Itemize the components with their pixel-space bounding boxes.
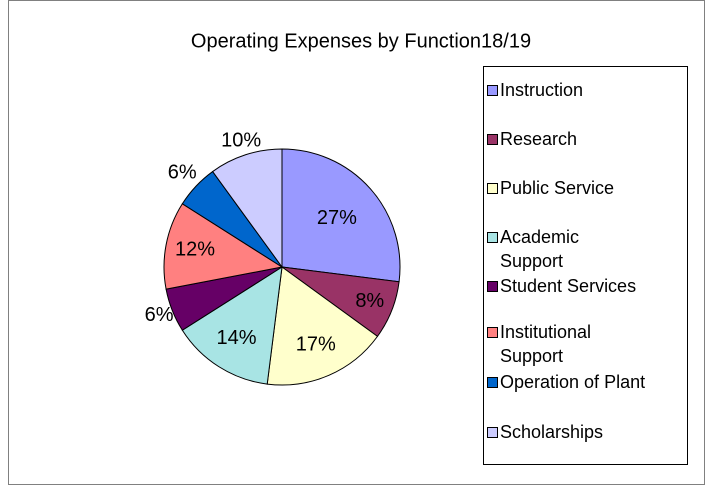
chart-title: Operating Expenses by Function18/19 [191,30,531,52]
legend-label: Institutional Support [500,322,592,366]
legend-swatch [487,377,498,388]
legend-entry: Student Services [487,274,677,298]
legend-label: Instruction [500,80,584,100]
legend-label: Student Services [500,276,637,296]
legend-entry: Instruction [487,78,677,102]
pie-slice [163,203,284,290]
slice-label: 12% [175,239,215,261]
legend-label: Academic Support [500,227,580,271]
pie-slice [281,148,401,283]
legend-swatch [487,232,498,243]
legend-entry: Public Service [487,176,677,200]
pie-slice [181,266,283,385]
legend-swatch [487,85,498,96]
slice-label: 14% [216,327,256,349]
legend-swatch [487,134,498,145]
legend-entry: Scholarships [487,420,677,444]
slice-label: 10% [221,130,261,152]
legend-entry: Operation of Plant [487,370,687,394]
pie-slice [211,148,283,269]
legend-label: Public Service [500,178,615,198]
slice-label: 17% [296,333,336,355]
legend-label: Research [500,129,578,149]
legend-swatch [487,327,498,338]
slice-label: 8% [355,290,384,312]
legend-entry: Institutional Support [487,320,617,368]
legend-box [483,66,688,465]
legend-entry: Research [487,127,677,151]
legend-swatch [487,281,498,292]
slice-label: 6% [168,162,197,184]
legend-label: Operation of Plant [500,372,646,392]
pie-slice [266,266,379,386]
legend-label: Scholarships [500,422,604,442]
legend-swatch [487,427,498,438]
legend-entry: Academic Support [487,225,617,273]
legend-swatch [487,183,498,194]
slice-label: 6% [145,304,174,326]
slice-label: 27% [317,207,357,229]
